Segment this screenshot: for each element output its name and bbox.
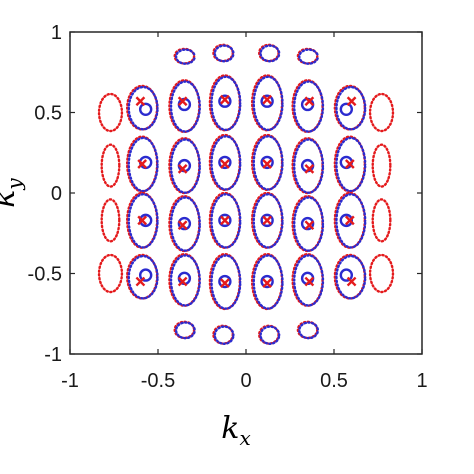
red-cross-point-3 xyxy=(262,94,272,105)
x-tick-label-1: -0.5 xyxy=(141,370,175,392)
red-cross-point-11 xyxy=(344,159,355,169)
contour-red-3-3 xyxy=(371,143,392,188)
contour-blue-2-5 xyxy=(169,80,201,133)
contour-blue-2-11 xyxy=(169,138,201,194)
contour-blue-2-27 xyxy=(335,254,367,300)
red-cross-point-22 xyxy=(304,276,315,287)
contour-blue-2-16 xyxy=(127,193,159,249)
contour-blue-2-4 xyxy=(127,85,159,131)
marker-layer xyxy=(135,94,357,289)
blue-circle-point-20 xyxy=(218,274,232,289)
blue-circle-point-13 xyxy=(177,216,192,231)
contour-blue-2-6 xyxy=(210,75,242,132)
contour-blue-2-30 xyxy=(259,325,281,345)
contour-blue-2-21 xyxy=(335,193,367,249)
blue-circle-point-3 xyxy=(260,94,274,108)
blue-circle-point-21 xyxy=(260,274,274,289)
contour-red-3-6 xyxy=(97,253,124,294)
red-cross-point-8 xyxy=(220,159,230,169)
red-cross-point-10 xyxy=(304,164,315,174)
contour-blue-2-13 xyxy=(252,135,284,191)
contour-blue-2-10 xyxy=(127,136,159,193)
contour-blue-2-9 xyxy=(335,85,367,131)
red-cross-point-16 xyxy=(304,220,315,231)
blue-circle-point-16 xyxy=(300,216,315,231)
contour-blue-2-3 xyxy=(298,48,320,65)
red-cross-point-18 xyxy=(135,276,146,287)
y-tick-label-0: 1 xyxy=(51,22,62,44)
y-axis-label: ky xyxy=(0,178,26,208)
red-cross-point-1 xyxy=(177,96,188,107)
contour-red-3-0 xyxy=(97,92,124,133)
red-cross-point-4 xyxy=(304,96,315,107)
red-cross-point-21 xyxy=(262,278,272,289)
contour-blue-2-14 xyxy=(293,138,325,194)
x-tick-label-0: -1 xyxy=(61,370,79,392)
contour-blue-2-17 xyxy=(169,196,201,252)
contour-layer xyxy=(97,43,395,345)
y-tick-label-4: -1 xyxy=(44,344,62,366)
blue-circle-point-2 xyxy=(218,94,232,108)
contour-blue-2-24 xyxy=(210,254,242,310)
blue-circle-point-12 xyxy=(138,213,153,228)
red-cross-point-23 xyxy=(346,276,357,287)
blue-circle-point-15 xyxy=(260,213,274,228)
blue-circle-point-18 xyxy=(138,268,153,282)
contour-blue-2-26 xyxy=(293,254,325,307)
contour-blue-2-1 xyxy=(259,44,281,63)
red-cross-point-15 xyxy=(262,215,272,226)
contour-blue-2-19 xyxy=(252,193,284,249)
red-cross-point-14 xyxy=(220,215,230,226)
tick-marks xyxy=(69,31,423,355)
contour-red-3-2 xyxy=(100,143,121,188)
red-cross-point-13 xyxy=(177,220,188,231)
red-cross-point-19 xyxy=(177,276,188,287)
blue-circle-point-8 xyxy=(218,155,232,170)
contour-blue-2-23 xyxy=(169,254,201,307)
contour-blue-2-22 xyxy=(127,254,159,300)
y-tick-label-2: 0 xyxy=(51,183,62,205)
red-cross-point-6 xyxy=(137,159,148,169)
red-cross-point-2 xyxy=(220,94,230,105)
x-tick-labels: -1 -0.5 0 0.5 1 xyxy=(61,370,427,392)
blue-circle-point-5 xyxy=(339,102,354,116)
contour-blue-2-15 xyxy=(335,136,367,193)
x-tick-label-2: 0 xyxy=(240,370,251,392)
red-cross-point-20 xyxy=(220,278,230,289)
contour-red-3-7 xyxy=(368,253,395,294)
blue-circle-point-23 xyxy=(339,268,354,282)
contour-blue-2-28 xyxy=(174,321,196,340)
contour-blue-2-8 xyxy=(293,80,325,133)
red-cross-point-0 xyxy=(135,96,146,107)
red-cross-point-5 xyxy=(346,96,357,107)
blue-circle-point-14 xyxy=(218,213,232,228)
contour-blue-2-7 xyxy=(252,75,284,132)
red-cross-point-17 xyxy=(344,215,355,226)
contour-blue-2-29 xyxy=(213,325,235,345)
contour-blue-2-0 xyxy=(213,44,235,63)
red-cross-point-9 xyxy=(262,159,272,169)
contour-blue-2-12 xyxy=(210,135,242,191)
contour-blue-2-2 xyxy=(174,48,196,65)
x-tick-label-4: 1 xyxy=(416,370,427,392)
contour-blue-2-31 xyxy=(298,321,320,340)
contour-red-3-1 xyxy=(368,92,395,133)
y-tick-label-1: 0.5 xyxy=(34,103,62,125)
plot-frame xyxy=(69,31,423,355)
x-tick-label-3: 0.5 xyxy=(320,370,348,392)
contour-blue-2-25 xyxy=(252,254,284,310)
blue-circle-point-9 xyxy=(260,155,274,170)
contour-red-3-4 xyxy=(100,198,121,243)
contour-blue-2-20 xyxy=(293,196,325,252)
blue-circle-point-0 xyxy=(138,102,153,116)
y-tick-label-3: -0.5 xyxy=(28,264,62,286)
red-cross-point-12 xyxy=(137,215,148,226)
x-axis-label: kx xyxy=(221,411,250,450)
contour-blue-2-18 xyxy=(210,193,242,249)
blue-circle-point-17 xyxy=(339,213,354,228)
y-tick-labels: 1 0.5 0 -0.5 -1 xyxy=(28,22,62,366)
red-cross-point-7 xyxy=(177,164,188,174)
contour-red-3-5 xyxy=(371,198,392,243)
